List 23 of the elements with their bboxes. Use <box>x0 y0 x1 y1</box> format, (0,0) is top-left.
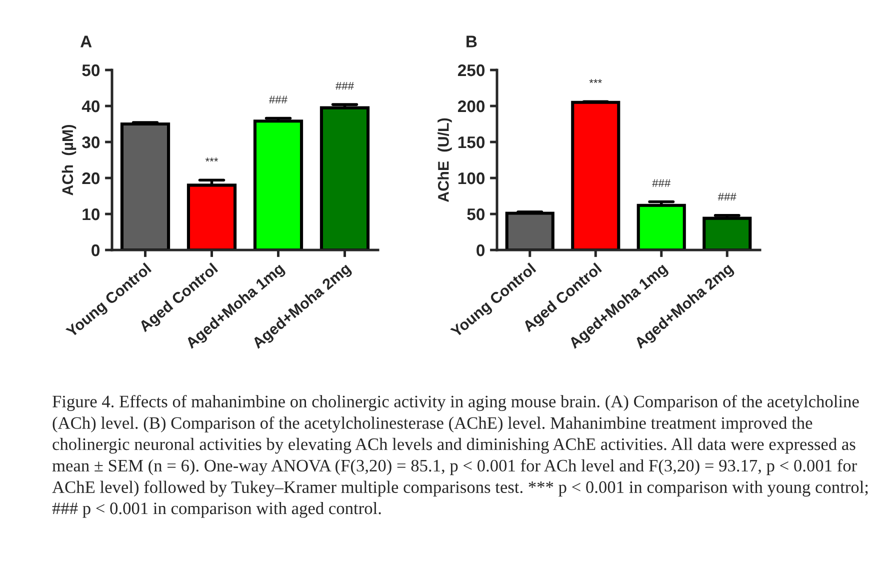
y-tick-label: 50 <box>82 64 100 76</box>
data-label: *** <box>205 158 218 162</box>
caption: Figure 4. Effects of mahanimbine on cholinergic activity in aging mouse brain. (A) Comparison of the acetylcholine (ACh) level. (B) Comparison of the acetylcholinesterase (AChE) level. Mahanimbine treatment improved the cholinergic neuronal activities by elevating ACh levels and diminishing AChE activities. All data were expressed as mean ± SEM (n = 6). One-way ANOVA (F(3,20) = 85.1, p < 0.001 for ACh level and F(3,20) = 93.17, p < 0.001 for AChE level) followed by Tukey–Kramer multiple comparisons test. *** p < 0.001 in comparison with young control; ### p < 0.001 in comparison with aged control. <box>52 395 868 518</box>
chart-title: A <box>80 36 92 48</box>
data-label: ### <box>718 192 736 201</box>
y-tick-label: 250 <box>458 64 485 76</box>
data-label: ### <box>336 82 354 90</box>
y-tick-label: 50 <box>467 208 485 220</box>
y-axis-title: ACh (µM) <box>62 124 76 196</box>
y-tick-label: 200 <box>458 100 485 112</box>
y-tick-label: 10 <box>82 208 100 220</box>
chart-title: B <box>466 36 477 48</box>
y-tick-label: 100 <box>458 172 485 184</box>
y-tick-label: 0 <box>476 244 485 256</box>
y-tick-label: 30 <box>82 136 100 148</box>
data-label: ### <box>652 179 671 187</box>
data-label: ### <box>269 96 288 104</box>
y-tick-label: 0 <box>92 244 100 256</box>
y-tick-label: 40 <box>82 100 100 112</box>
y-axis-title: AChE (U/L) <box>438 118 452 202</box>
y-tick-label: 150 <box>458 136 485 148</box>
y-tick-label: 20 <box>82 172 100 184</box>
data-label: *** <box>589 79 602 84</box>
